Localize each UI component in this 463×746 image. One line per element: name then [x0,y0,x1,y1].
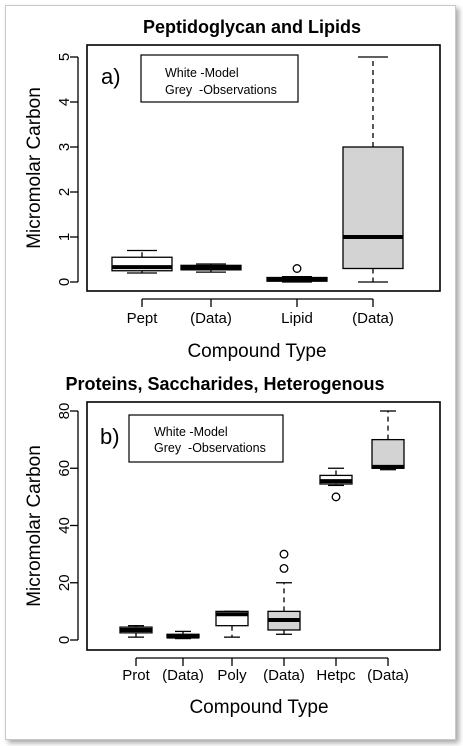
panel-b-y-axis: 0 20 40 60 80 [56,403,79,644]
panel-b-plot-frame [86,401,441,651]
panel-b-legend-entry-model: White -Model [154,425,228,439]
panel-b-y-tick-label: 0 [56,636,73,644]
panel-b-x-tick-label: (Data) [263,667,305,684]
panel-a-legend: White -Model Grey -Observations [140,54,299,103]
box-outlier [279,549,289,559]
panel-b-legend-entry-observations: Grey -Observations [154,441,266,455]
panel-b-x-tick-label: Hetpc [316,667,356,684]
panel-a-legend-entry-model: White -Model [165,66,239,80]
panel-a-y-tick-label: 1 [56,233,73,241]
panel-b-x-axis: Prot (Data) Poly (Data) Hetpc (Data) [122,657,409,684]
panel-a-x-tick-label: Pept [127,310,159,327]
panel-b-legend-box [128,414,284,463]
panel-b-box-2 [166,630,200,640]
panel-a-y-axis-label: Micromolar Carbon [24,87,45,249]
box-outlier [292,264,302,273]
box-outlier [279,563,289,573]
panel-b-y-tick-label: 20 [56,574,73,591]
panel-b-y-tick-label: 40 [56,517,73,534]
panel-a-y-tick-label: 0 [56,278,73,286]
panel-b: Proteins, Saccharides, Heterogenous b) W… [24,374,441,718]
panel-b-title: Proteins, Saccharides, Heterogenous [65,374,384,394]
panel-a-box-3 [266,264,328,283]
panel-b-x-tick-label: (Data) [162,667,204,684]
panel-b-legend: White -Model Grey -Observations [128,414,284,463]
panel-b-x-tick-label: (Data) [367,667,409,684]
panel-a-plot-frame [86,44,441,292]
panel-b-y-tick-label: 60 [56,460,73,477]
panel-a-y-tick-label: 5 [56,53,73,61]
panel-a-y-tick-label: 4 [56,98,73,106]
panel-a-y-tick-label: 3 [56,143,73,151]
panel-a-box-1 [111,249,173,274]
panel-b-box-1 [119,625,153,638]
panel-a-boxes [111,56,404,283]
panel-a-title: Peptidoglycan and Lipids [143,17,361,37]
panel-a: Peptidoglycan and Lipids a) White -Model… [24,17,441,362]
panel-a-x-axis: Pept (Data) Lipid (Data) [127,298,394,327]
panel-b-x-axis-label: Compound Type [189,697,328,718]
panel-b-box-5 [319,467,353,502]
panel-a-y-tick-label: 2 [56,188,73,196]
panel-a-x-tick-label: (Data) [352,310,394,327]
panel-a-x-axis-label: Compound Type [187,341,326,362]
panel-b-label: b) [100,424,120,449]
panel-a-x-tick-label: (Data) [190,310,232,327]
panel-a-box-4 [342,56,404,283]
panel-a-y-axis: 0 1 2 3 4 5 [56,53,79,286]
panel-b-box-3 [215,610,249,638]
panel-b-x-tick-label: Poly [217,667,247,684]
panel-b-y-axis-label: Micromolar Carbon [24,445,45,607]
panel-b-boxes [119,410,405,640]
panel-b-y-tick-label: 80 [56,403,73,420]
panel-a-x-tick-label: Lipid [281,310,313,327]
panel-b-box-6 [371,410,405,471]
box-iqr [371,438,405,469]
panel-b-x-tick-label: Prot [122,667,150,684]
box-iqr [342,146,404,270]
panel-a-label: a) [101,64,121,89]
panel-b-box-4 [267,549,301,635]
panel-a-legend-entry-observations: Grey -Observations [165,83,277,97]
panel-a-box-2 [180,263,242,273]
panel-a-legend-box [140,54,299,103]
box-outlier [331,492,341,502]
